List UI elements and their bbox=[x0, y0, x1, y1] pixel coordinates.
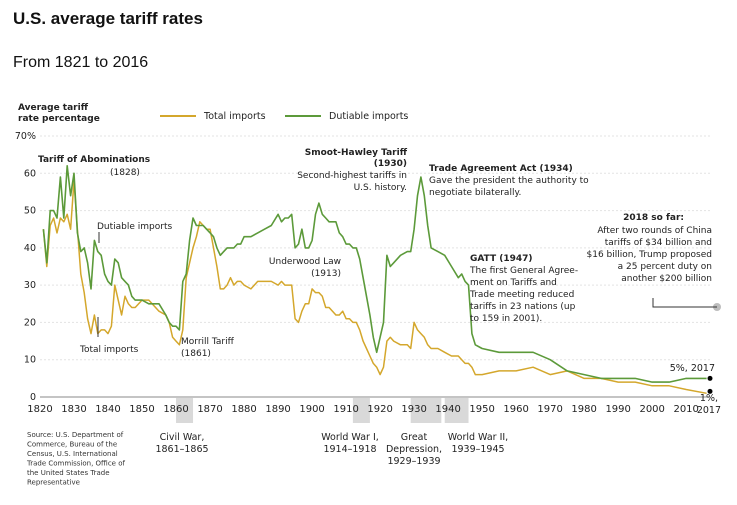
2018-callout-line bbox=[652, 298, 717, 308]
x-tick-label: 2000 bbox=[639, 404, 664, 415]
y-axis-label: Average tariff bbox=[18, 103, 89, 113]
y-tick-label: 50 bbox=[24, 206, 36, 217]
x-tick-label: 1940 bbox=[435, 404, 460, 415]
x-tick-label: 1900 bbox=[299, 404, 324, 415]
annotation-2018-desc: After two rounds of China bbox=[597, 226, 712, 236]
x-tick-label: 1970 bbox=[537, 404, 562, 415]
source-note: Trade Commission, Office of bbox=[26, 460, 125, 468]
x-tick-label: 1920 bbox=[367, 404, 392, 415]
x-tick-label: 1840 bbox=[95, 404, 120, 415]
x-tick-label: 1830 bbox=[61, 404, 86, 415]
period-band bbox=[352, 398, 370, 423]
y-tick-label: 30 bbox=[24, 280, 36, 291]
x-tick-label: 1990 bbox=[605, 404, 630, 415]
annotation-taa-desc: Gave the president the authority to bbox=[429, 176, 589, 186]
annotation-taa: Trade Agreement Act (1934) bbox=[429, 164, 573, 174]
annotation-gatt-desc: The first General Agree- bbox=[469, 266, 578, 276]
y-tick-label: 60 bbox=[24, 168, 36, 179]
source-note: the United States Trade bbox=[27, 469, 110, 477]
y-tick-label: 70% bbox=[15, 131, 36, 142]
x-tick-label: 1950 bbox=[469, 404, 494, 415]
period-label: Civil War, bbox=[160, 432, 205, 443]
annotation-gatt-desc: tariffs in 23 nations (up bbox=[470, 302, 576, 312]
annotation-morrill: Morrill Tariff bbox=[181, 337, 235, 347]
annotation-smoot-year: (1930) bbox=[374, 159, 407, 169]
x-tick-label: 1860 bbox=[163, 404, 188, 415]
annotation-abominations: Tariff of Abominations bbox=[38, 155, 150, 165]
annotation-underwood-year: (1913) bbox=[311, 269, 341, 279]
y-tick-label: 10 bbox=[24, 355, 36, 366]
annotation-end-1-year: 2017 bbox=[697, 405, 721, 416]
y-tick-label: 0 bbox=[30, 392, 36, 403]
x-tick-label: 1870 bbox=[197, 404, 222, 415]
annotation-total-imports: Total imports bbox=[79, 345, 139, 355]
annotation-2018-desc: a 25 percent duty on bbox=[618, 262, 712, 272]
annotation-gatt-desc: ment on Tariffs and bbox=[470, 278, 557, 288]
period-label: 1914–1918 bbox=[323, 444, 376, 455]
x-tick-label: 1960 bbox=[503, 404, 528, 415]
annotation-2018-desc: tariffs of $34 billion and bbox=[605, 238, 712, 248]
y-tick-label: 40 bbox=[24, 243, 36, 254]
legend-label-total: Total imports bbox=[203, 111, 266, 122]
annotation-smoot-desc: U.S. history. bbox=[354, 183, 407, 193]
chart-subtitle: From 1821 to 2016 bbox=[13, 54, 149, 71]
dutiable-imports-line bbox=[42, 165, 707, 383]
end-point-total bbox=[707, 388, 713, 394]
period-label: World War II, bbox=[448, 432, 508, 443]
source-note: Commerce, Bureau of the bbox=[27, 441, 117, 449]
total-imports-line bbox=[42, 179, 707, 395]
period-label: World War I, bbox=[321, 432, 379, 443]
annotation-smoot: Smoot-Hawley Tariff bbox=[305, 148, 408, 158]
annotation-dutiable-imports: Dutiable imports bbox=[97, 222, 173, 232]
x-tick-label: 1980 bbox=[571, 404, 596, 415]
legend-label-dutiable: Dutiable imports bbox=[329, 111, 408, 122]
annotation-smoot-desc: Second-highest tariffs in bbox=[297, 171, 407, 181]
annotation-end-1: 1%, bbox=[700, 393, 718, 404]
period-band bbox=[444, 398, 469, 423]
annotation-2018-desc: another $200 billion bbox=[621, 274, 712, 284]
source-note: Census, U.S. International bbox=[27, 450, 118, 458]
x-tick-label: 1890 bbox=[265, 404, 290, 415]
x-tick-label: 1930 bbox=[401, 404, 426, 415]
source-note: Source: U.S. Department of bbox=[27, 431, 124, 439]
period-label: 1861–1865 bbox=[155, 444, 208, 455]
source-note: Representative bbox=[27, 479, 80, 487]
y-axis-label: rate percentage bbox=[18, 114, 100, 124]
x-tick-label: 1880 bbox=[231, 404, 256, 415]
end-point-dutiable bbox=[707, 375, 713, 381]
annotation-gatt: GATT (1947) bbox=[470, 254, 533, 264]
period-label: Depression, bbox=[386, 444, 442, 455]
annotation-underwood: Underwood Law bbox=[269, 257, 341, 267]
period-label: Great bbox=[401, 432, 428, 443]
y-tick-label: 20 bbox=[24, 317, 36, 328]
annotation-gatt-desc: to 159 in 2001). bbox=[470, 314, 542, 324]
period-band bbox=[410, 398, 442, 423]
period-label: 1929–1939 bbox=[387, 456, 440, 467]
annotation-taa-desc: negotiate bilaterally. bbox=[429, 188, 521, 198]
chart-title: U.S. average tariff rates bbox=[13, 9, 203, 28]
period-band bbox=[176, 398, 194, 423]
annotation-end-5: 5%, 2017 bbox=[670, 363, 715, 374]
x-tick-label: 1820 bbox=[27, 404, 52, 415]
annotation-abominations-year: (1828) bbox=[110, 168, 140, 178]
x-tick-label: 1910 bbox=[333, 404, 358, 415]
period-label: 1939–1945 bbox=[451, 444, 504, 455]
x-tick-label: 2010 bbox=[673, 404, 698, 415]
annotation-gatt-desc: Trade meeting reduced bbox=[469, 290, 574, 300]
annotation-morrill-year: (1861) bbox=[181, 349, 211, 359]
annotation-2018-desc: $16 billion, Trump proposed bbox=[587, 250, 713, 260]
annotation-2018: 2018 so far: bbox=[623, 213, 684, 223]
x-tick-label: 1850 bbox=[129, 404, 154, 415]
